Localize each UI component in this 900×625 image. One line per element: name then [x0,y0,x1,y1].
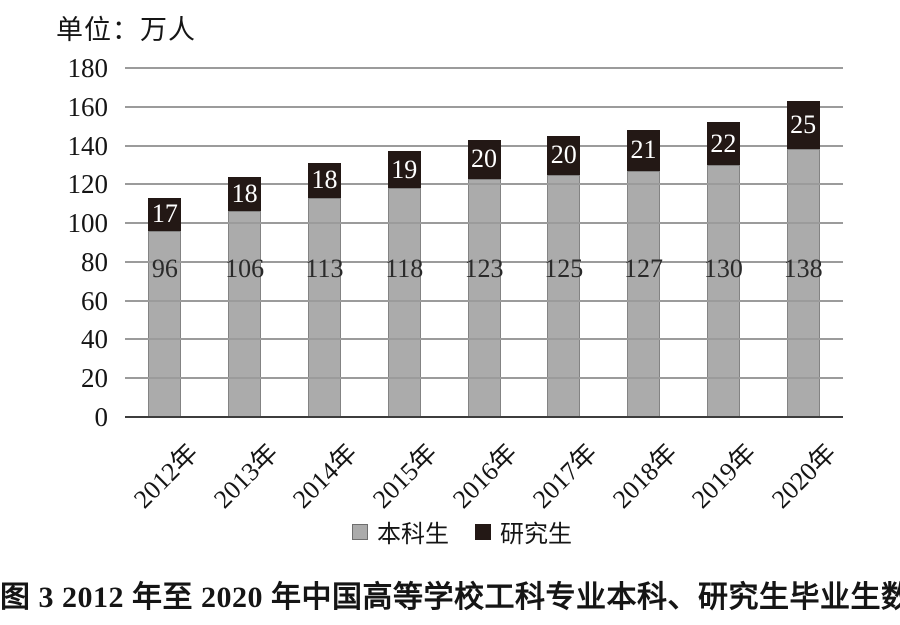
x-axis-tick-label: 2016年 [447,438,523,514]
gridline [125,105,843,108]
legend-swatch [352,523,368,540]
undergrad-bar-segment [307,197,341,417]
grad-bar-segment: 18 [228,176,262,212]
grad-bar-segment: 17 [148,197,182,231]
undergrad-bar-segment [547,174,581,417]
x-axis-tick-label: 2012年 [127,438,204,514]
gridline [125,338,843,341]
x-axis-tick-label: 2017年 [526,438,603,514]
legend-swatch [475,523,491,540]
undergrad-value-label: 118 [385,254,424,283]
gridline [125,377,843,380]
y-axis-tick-label: 140 [67,130,109,161]
grad-bar-segment: 25 [786,100,820,150]
grad-value-label: 17 [151,199,178,229]
figure-caption: 图 3 2012 年至 2020 年中国高等学校工科专业本科、研究生毕业生数 [0,581,900,614]
grad-bar-segment: 20 [467,139,501,179]
undergrad-bar-segment [467,178,501,417]
x-axis-line [125,416,843,418]
gridline [125,299,843,302]
x-axis-tick-label: 2013年 [207,438,284,514]
legend-item: 本科生 [352,514,449,549]
y-axis-tick-label: 80 [81,246,108,277]
grad-value-label: 20 [550,140,577,170]
y-axis-tick-label: 180 [67,53,109,83]
undergrad-value-label: 123 [464,254,504,283]
legend: 本科生 研究生 [24,514,900,549]
undergrad-value-label: 96 [151,254,178,283]
undergrad-value-label: 130 [703,254,743,283]
gridline [125,260,843,263]
grad-value-label: 20 [471,144,497,174]
x-axis-tick-label: 2015年 [367,438,443,514]
y-axis-tick-label: 60 [81,285,108,316]
undergrad-value-label: 125 [544,254,584,283]
legend-label: 研究生 [500,522,572,548]
grad-value-label: 18 [231,179,258,208]
y-axis-tick-label: 40 [81,324,108,355]
x-axis-tick-label: 2019年 [686,438,763,514]
gridline [125,222,843,225]
undergrad-value-label: 113 [305,254,344,283]
grad-bar-segment: 19 [387,151,421,189]
undergrad-value-label: 106 [225,254,265,283]
grad-value-label: 21 [630,135,657,165]
legend-item: 研究生 [475,514,572,549]
undergrad-value-label: 138 [783,254,823,283]
grad-bar-segment: 18 [307,163,341,198]
x-axis-tick-label: 2018年 [606,438,683,514]
x-axis-tick-label: 2014年 [287,438,364,514]
y-axis-tick-label: 100 [67,208,109,239]
gridline [125,183,843,186]
grad-value-label: 19 [391,154,418,184]
y-axis-tick-label: 160 [67,91,109,122]
undergrad-bar-segment [786,149,820,417]
y-axis-unit-label: 单位：万人 [56,15,196,45]
y-axis-tick-label: 20 [81,363,108,394]
legend-label: 本科生 [377,522,449,548]
x-axis-tick-label: 2020年 [766,438,842,514]
gridline [125,67,843,69]
grad-value-label: 22 [710,128,737,158]
undergrad-bar-segment [627,170,661,417]
grad-value-label: 18 [311,165,338,195]
undergrad-bar-segment [228,211,262,417]
grad-bar-segment: 22 [706,122,740,165]
undergrad-value-label: 127 [624,254,664,283]
y-axis-tick-label: 120 [67,169,109,200]
grad-bar-segment: 20 [547,135,581,175]
grad-bar-segment: 21 [627,130,661,171]
undergrad-bar-segment [706,164,740,417]
grad-value-label: 25 [790,110,817,140]
y-axis-tick-label: 0 [94,402,109,432]
